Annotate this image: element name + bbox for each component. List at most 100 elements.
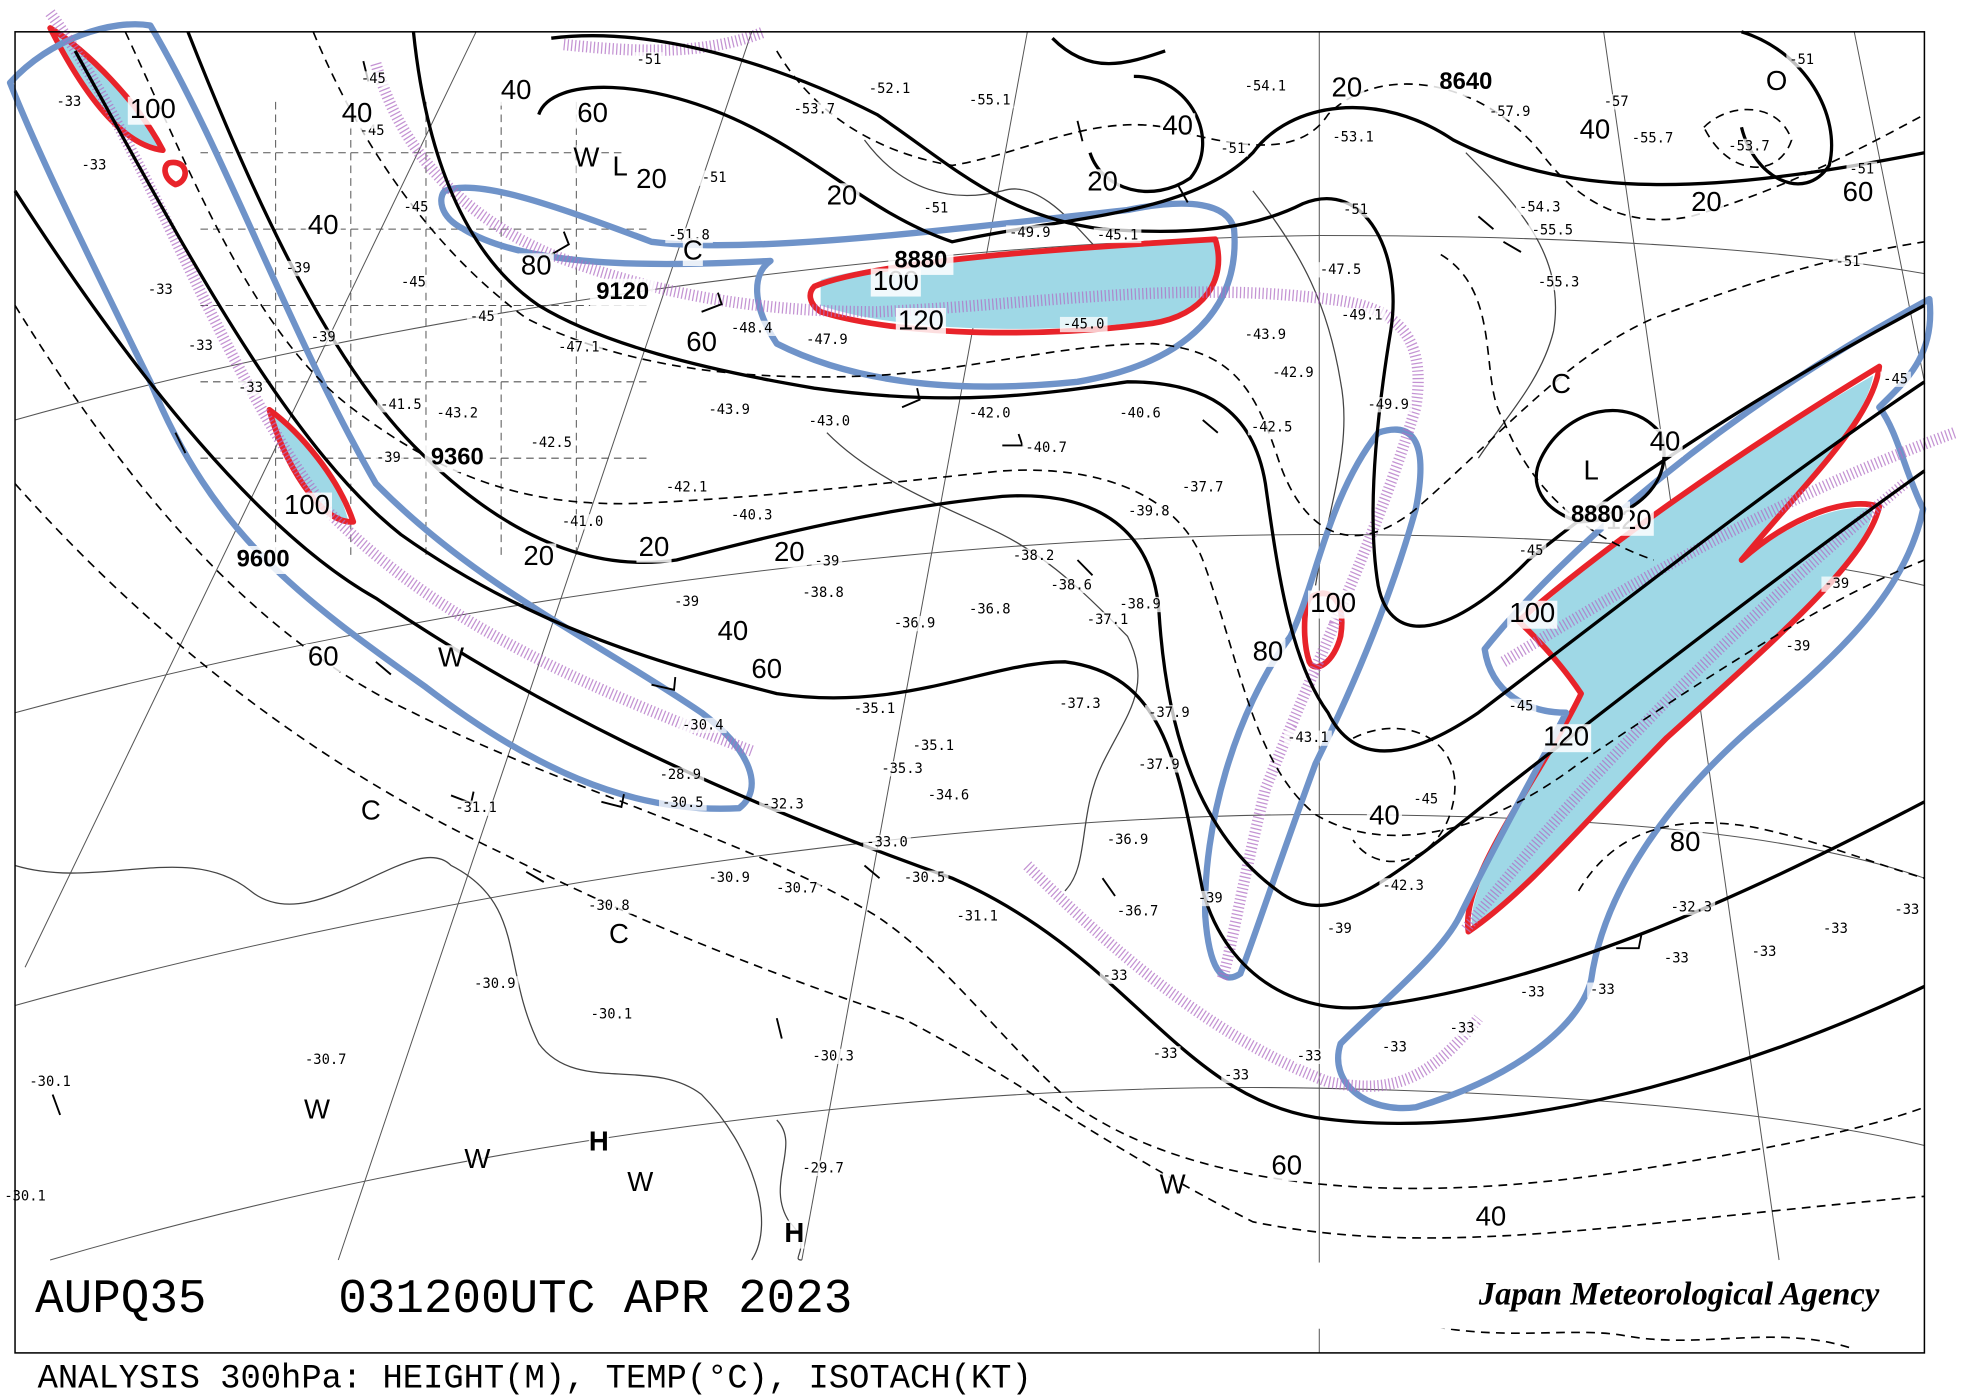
label-backdrop: [1269, 1153, 1305, 1182]
label-backdrop: [1084, 169, 1121, 198]
temperature-label: -32.3: [762, 796, 803, 812]
label-backdrop: [1846, 161, 1878, 177]
label-backdrop: [1534, 274, 1583, 291]
label-backdrop: [679, 717, 727, 734]
temperature-label: -51: [1849, 161, 1874, 177]
label-backdrop: [773, 880, 821, 896]
isotach-label: 20: [1691, 186, 1722, 217]
label-backdrop: [1766, 68, 1787, 97]
label-backdrop: [1083, 612, 1132, 628]
label-backdrop: [1099, 968, 1131, 984]
label-backdrop: [610, 154, 631, 182]
temperature-label: -45: [1413, 791, 1438, 807]
system-marker: W: [1160, 1168, 1187, 1199]
isotach-100kt: [47, 25, 188, 188]
temperature-label: -55.1: [969, 92, 1010, 108]
system-marker: W: [464, 1143, 491, 1174]
label-backdrop: [924, 787, 973, 804]
temperature-label: -36.9: [1107, 832, 1148, 848]
isotach-label: 60: [1843, 176, 1874, 207]
temperature-label: -51: [1789, 52, 1814, 68]
label-backdrop: [727, 507, 776, 524]
label-backdrop: [590, 278, 656, 307]
temperature-label: -42.1: [666, 479, 707, 495]
label-backdrop: [575, 100, 611, 129]
label-backdrop: [452, 800, 500, 816]
label-backdrop: [656, 767, 705, 783]
label-backdrop: [1250, 638, 1286, 667]
temperature-label: -38.6: [1050, 577, 1091, 593]
label-backdrop: [784, 1220, 805, 1249]
coastlines: [14, 139, 1557, 1261]
label-backdrop: [715, 618, 751, 647]
isotach-60kt: [6, 21, 755, 812]
label-backdrop: [235, 380, 266, 396]
label-backdrop: [1564, 501, 1630, 530]
isotach-label: 40: [1162, 109, 1193, 140]
temperature-label: -54.3: [1519, 199, 1560, 215]
isotach-label: 20: [774, 536, 805, 567]
label-backdrop: [749, 656, 785, 685]
temperature-label: -31.1: [957, 908, 998, 924]
temperature-contour: [14, 483, 1925, 1239]
temperature-label: -30.7: [776, 880, 817, 896]
label-backdrop: [1410, 791, 1442, 807]
label-backdrop: [301, 1052, 350, 1068]
temperature-label: -39: [674, 594, 699, 610]
valid-time: 031200UTC APR 2023: [338, 1273, 852, 1327]
label-backdrop: [1316, 262, 1365, 278]
label-backdrop: [1433, 68, 1499, 97]
temperature-label: -30.9: [474, 976, 515, 992]
temperature-label: -43.9: [708, 402, 749, 418]
temperature-label: -42.9: [1272, 365, 1313, 381]
label-backdrop: [790, 101, 839, 118]
label-backdrop: [306, 1097, 327, 1126]
temperature-label: -33: [188, 338, 213, 354]
label-backdrop: [809, 1048, 857, 1064]
label-backdrop: [863, 834, 911, 851]
label-backdrop: [26, 1074, 74, 1090]
isotach-label: 20: [1332, 71, 1363, 102]
temperature-label: -33: [1664, 950, 1689, 966]
system-marker: W: [438, 641, 465, 672]
temperature-label: -45.1: [1097, 227, 1138, 243]
label-backdrop: [1748, 944, 1780, 960]
temperature-label: -30.1: [29, 1074, 70, 1090]
isotach-label: 80: [1253, 635, 1284, 666]
label-backdrop: [1269, 365, 1317, 381]
height-label: 9120: [596, 278, 649, 305]
label-backdrop: [498, 77, 534, 106]
label-backdrop: [1786, 52, 1817, 68]
label-backdrop: [185, 338, 216, 354]
temperature-label: -30.1: [4, 1188, 45, 1204]
isotach-label: 40: [1580, 113, 1611, 144]
label-backdrop: [1340, 202, 1371, 218]
label-backdrop: [1221, 1067, 1252, 1084]
temperature-contour: [124, 31, 1925, 837]
label-backdrop: [358, 71, 389, 87]
temperature-label: -52.1: [869, 81, 910, 97]
label-backdrop: [805, 413, 854, 429]
height-label: 8880: [894, 246, 947, 273]
label-backdrop: [1113, 903, 1162, 919]
system-marker: H: [589, 1125, 609, 1156]
system-marker: L: [613, 150, 628, 181]
label-backdrop: [682, 238, 703, 266]
label-backdrop: [281, 492, 333, 521]
label-backdrop: [518, 253, 554, 282]
label-backdrop: [373, 450, 404, 466]
label-backdrop: [1056, 696, 1104, 712]
temperature-label: -45: [404, 199, 429, 215]
label-backdrop: [1628, 131, 1677, 147]
label-backdrop: [1515, 543, 1547, 559]
temperature-label: -45: [401, 274, 426, 290]
temperature-label: -40.6: [1119, 406, 1160, 422]
temperature-label: -39: [1198, 890, 1223, 906]
system-marker: O: [1766, 65, 1787, 96]
label-backdrop: [909, 738, 958, 754]
temperature-label: -33: [1752, 944, 1777, 960]
height-label: 9360: [431, 443, 484, 470]
label-backdrop: [527, 435, 576, 451]
jet-axis: [563, 26, 767, 56]
label-backdrop: [636, 534, 672, 563]
